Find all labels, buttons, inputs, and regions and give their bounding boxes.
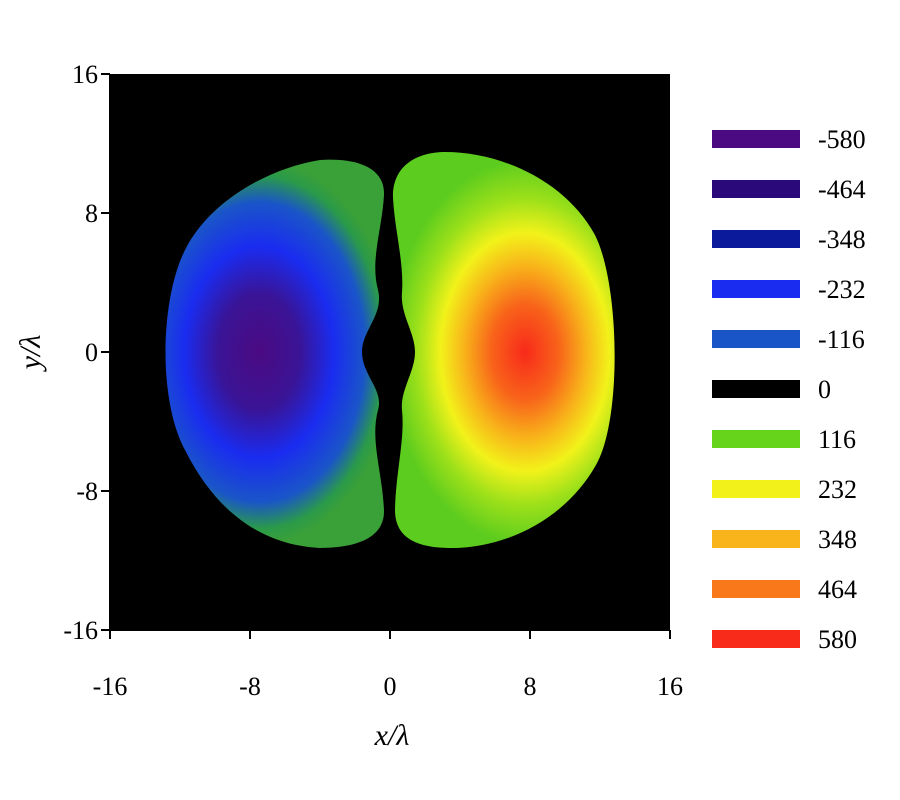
legend-swatch (712, 480, 800, 498)
x-tick-label: 8 (524, 672, 537, 701)
y-axis-title: y/λ (14, 335, 47, 373)
y-tick-label: 8 (85, 199, 98, 228)
legend-label: 116 (818, 425, 856, 454)
legend-label: 580 (818, 625, 857, 654)
color-legend: -580 -464 -348 -232 -116 0 116 232 348 464 580 (712, 125, 866, 654)
legend-swatch (712, 430, 800, 448)
legend-swatch (712, 330, 800, 348)
y-tick-label: -8 (76, 477, 98, 506)
legend-label: 0 (818, 375, 831, 404)
y-ticks: -16 -8 0 8 16 (63, 60, 110, 645)
x-tick-label: 16 (657, 672, 683, 701)
y-tick-label: 16 (72, 60, 98, 89)
legend-label: 348 (818, 525, 857, 554)
axes: -16 -8 0 8 16 -16 -8 0 8 16 (63, 60, 683, 701)
legend-swatch (712, 630, 800, 648)
legend-swatch (712, 130, 800, 148)
negative-lobe (165, 159, 385, 548)
x-tick-label: -8 (239, 672, 261, 701)
legend-label: -580 (818, 125, 866, 154)
x-tick-label: -16 (93, 672, 128, 701)
legend-swatch (712, 280, 800, 298)
x-ticks: -16 -8 0 8 16 (93, 630, 683, 701)
legend-label: -348 (818, 225, 866, 254)
legend-label: -232 (818, 275, 866, 304)
legend-label: -464 (818, 175, 866, 204)
y-tick-label: -16 (63, 616, 98, 645)
legend-label: -116 (818, 325, 865, 354)
legend-swatch (712, 580, 800, 598)
data-field (165, 152, 615, 548)
x-axis-title: x/λ (374, 719, 410, 752)
legend-swatch (712, 180, 800, 198)
legend-label: 464 (818, 575, 857, 604)
x-tick-label: 0 (384, 672, 397, 701)
positive-lobe (392, 152, 615, 548)
legend-label: 232 (818, 475, 857, 504)
legend-swatch (712, 380, 800, 398)
y-tick-label: 0 (85, 338, 98, 367)
legend-swatch (712, 530, 800, 548)
legend-swatch (712, 230, 800, 248)
